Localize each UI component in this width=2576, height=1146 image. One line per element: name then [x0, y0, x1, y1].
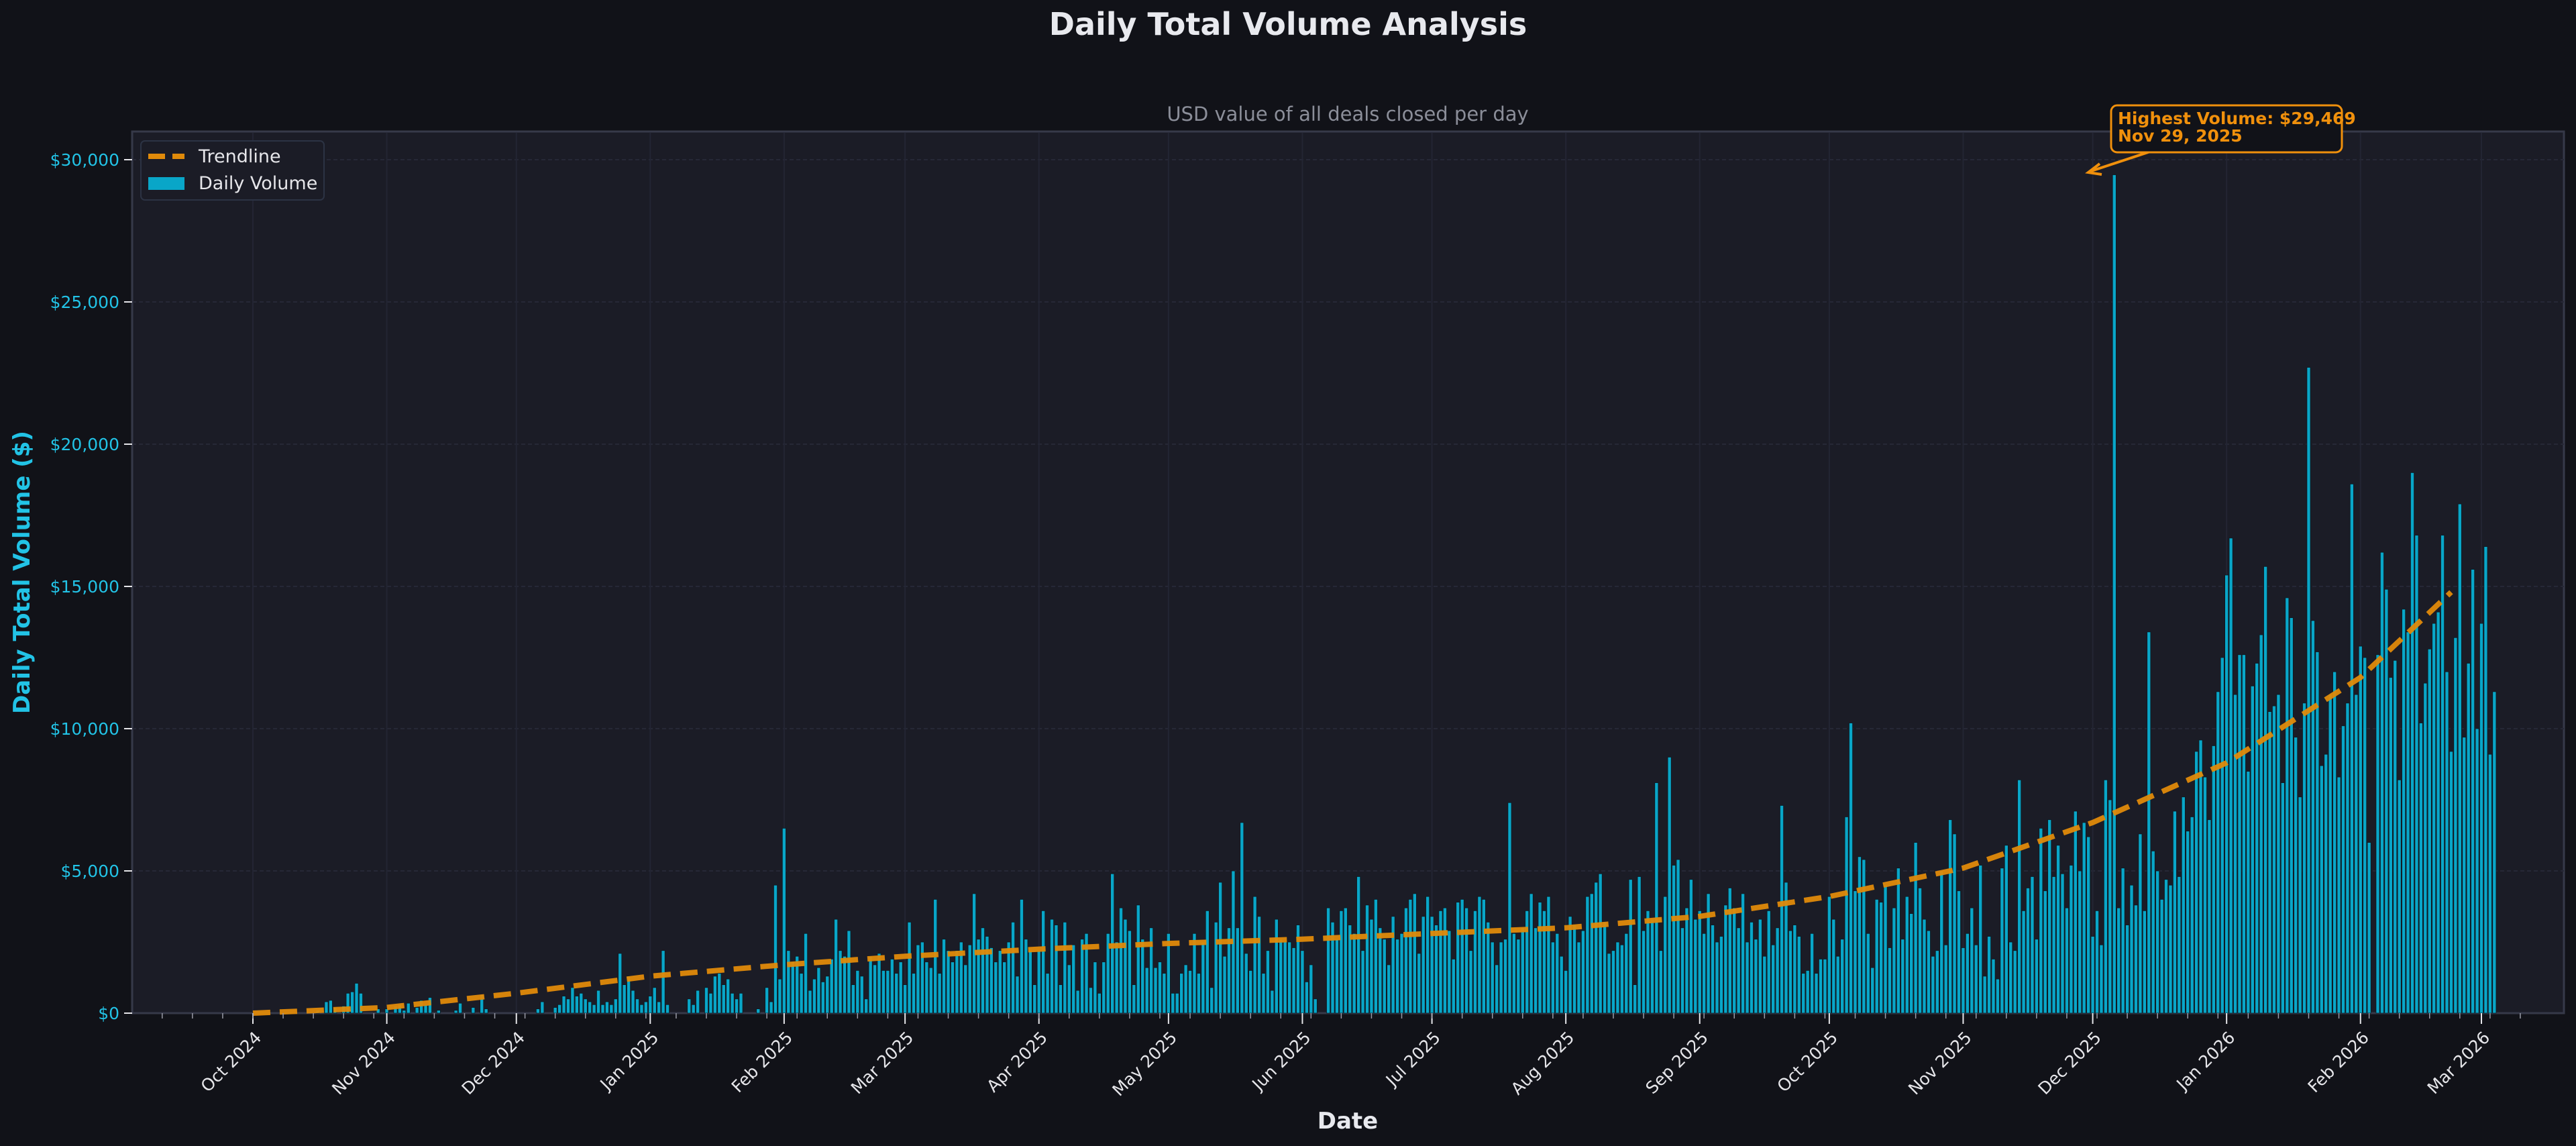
- x-tick-label: Nov 2025: [1904, 1028, 1976, 1099]
- max-annotation: Highest Volume: $29,469 Nov 29, 2025: [2085, 104, 2356, 176]
- legend: Trendline Daily Volume: [140, 140, 325, 201]
- annotation-line-1: Highest Volume: $29,469: [2118, 109, 2356, 128]
- x-tick-label: Oct 2025: [1773, 1028, 1841, 1096]
- legend-trendline-label: Trendline: [198, 146, 281, 167]
- x-tick-label: Nov 2024: [328, 1028, 399, 1099]
- x-tick-label: Mar 2025: [847, 1028, 917, 1098]
- legend-daily-volume-label: Daily Volume: [199, 173, 317, 194]
- annotation-line-2: Nov 29, 2025: [2118, 126, 2243, 146]
- y-tick-label: $30,000: [50, 150, 119, 170]
- x-tick-label: Dec 2025: [2035, 1028, 2105, 1098]
- y-tick-label: $0: [98, 1004, 119, 1023]
- chart-title: Daily Total Volume Analysis: [1049, 6, 1527, 42]
- x-tick-label: Mar 2026: [2424, 1028, 2493, 1098]
- x-tick-label: Jan 2026: [2172, 1028, 2239, 1095]
- y-tick-label: $25,000: [50, 293, 119, 312]
- y-tick-label: $20,000: [50, 435, 119, 454]
- x-tick-label: Aug 2025: [1507, 1028, 1578, 1099]
- bar-legend-swatch: [148, 177, 184, 190]
- y-tick-label: $15,000: [50, 577, 119, 596]
- x-tick-label: Jul 2025: [1381, 1028, 1444, 1091]
- x-tick-label: May 2025: [1108, 1028, 1181, 1100]
- y-tick-label: $10,000: [50, 719, 119, 739]
- trendline: [252, 590, 2453, 1016]
- y-axis-label: Daily Total Volume ($): [9, 431, 36, 714]
- x-tick-label: Dec 2024: [458, 1028, 529, 1098]
- x-tick-label: Sep 2025: [1642, 1028, 1712, 1098]
- arrow-icon: [2085, 162, 2102, 176]
- x-tick-label: Feb 2025: [728, 1028, 796, 1096]
- x-tick-label: Feb 2026: [2304, 1028, 2373, 1096]
- chart-subtitle: USD value of all deals closed per day: [1167, 103, 1528, 125]
- y-axis: $0 $5,000 $10,000 $15,000 $20,000 $25,000 $30,…: [50, 150, 132, 1023]
- x-tick-label: Jun 2025: [1248, 1028, 1315, 1095]
- x-axis: Oct 2024 Nov 2024 Dec 2024 Jan 2025 Feb 2025…: [162, 1013, 2521, 1100]
- x-tick-label: Apr 2025: [983, 1028, 1051, 1096]
- x-tick-label: Oct 2024: [197, 1028, 266, 1096]
- plot-area: [131, 130, 2565, 1014]
- x-axis-label: Date: [1318, 1108, 1378, 1135]
- y-tick-label: $5,000: [61, 862, 119, 881]
- x-tick-label: Jan 2025: [596, 1028, 663, 1095]
